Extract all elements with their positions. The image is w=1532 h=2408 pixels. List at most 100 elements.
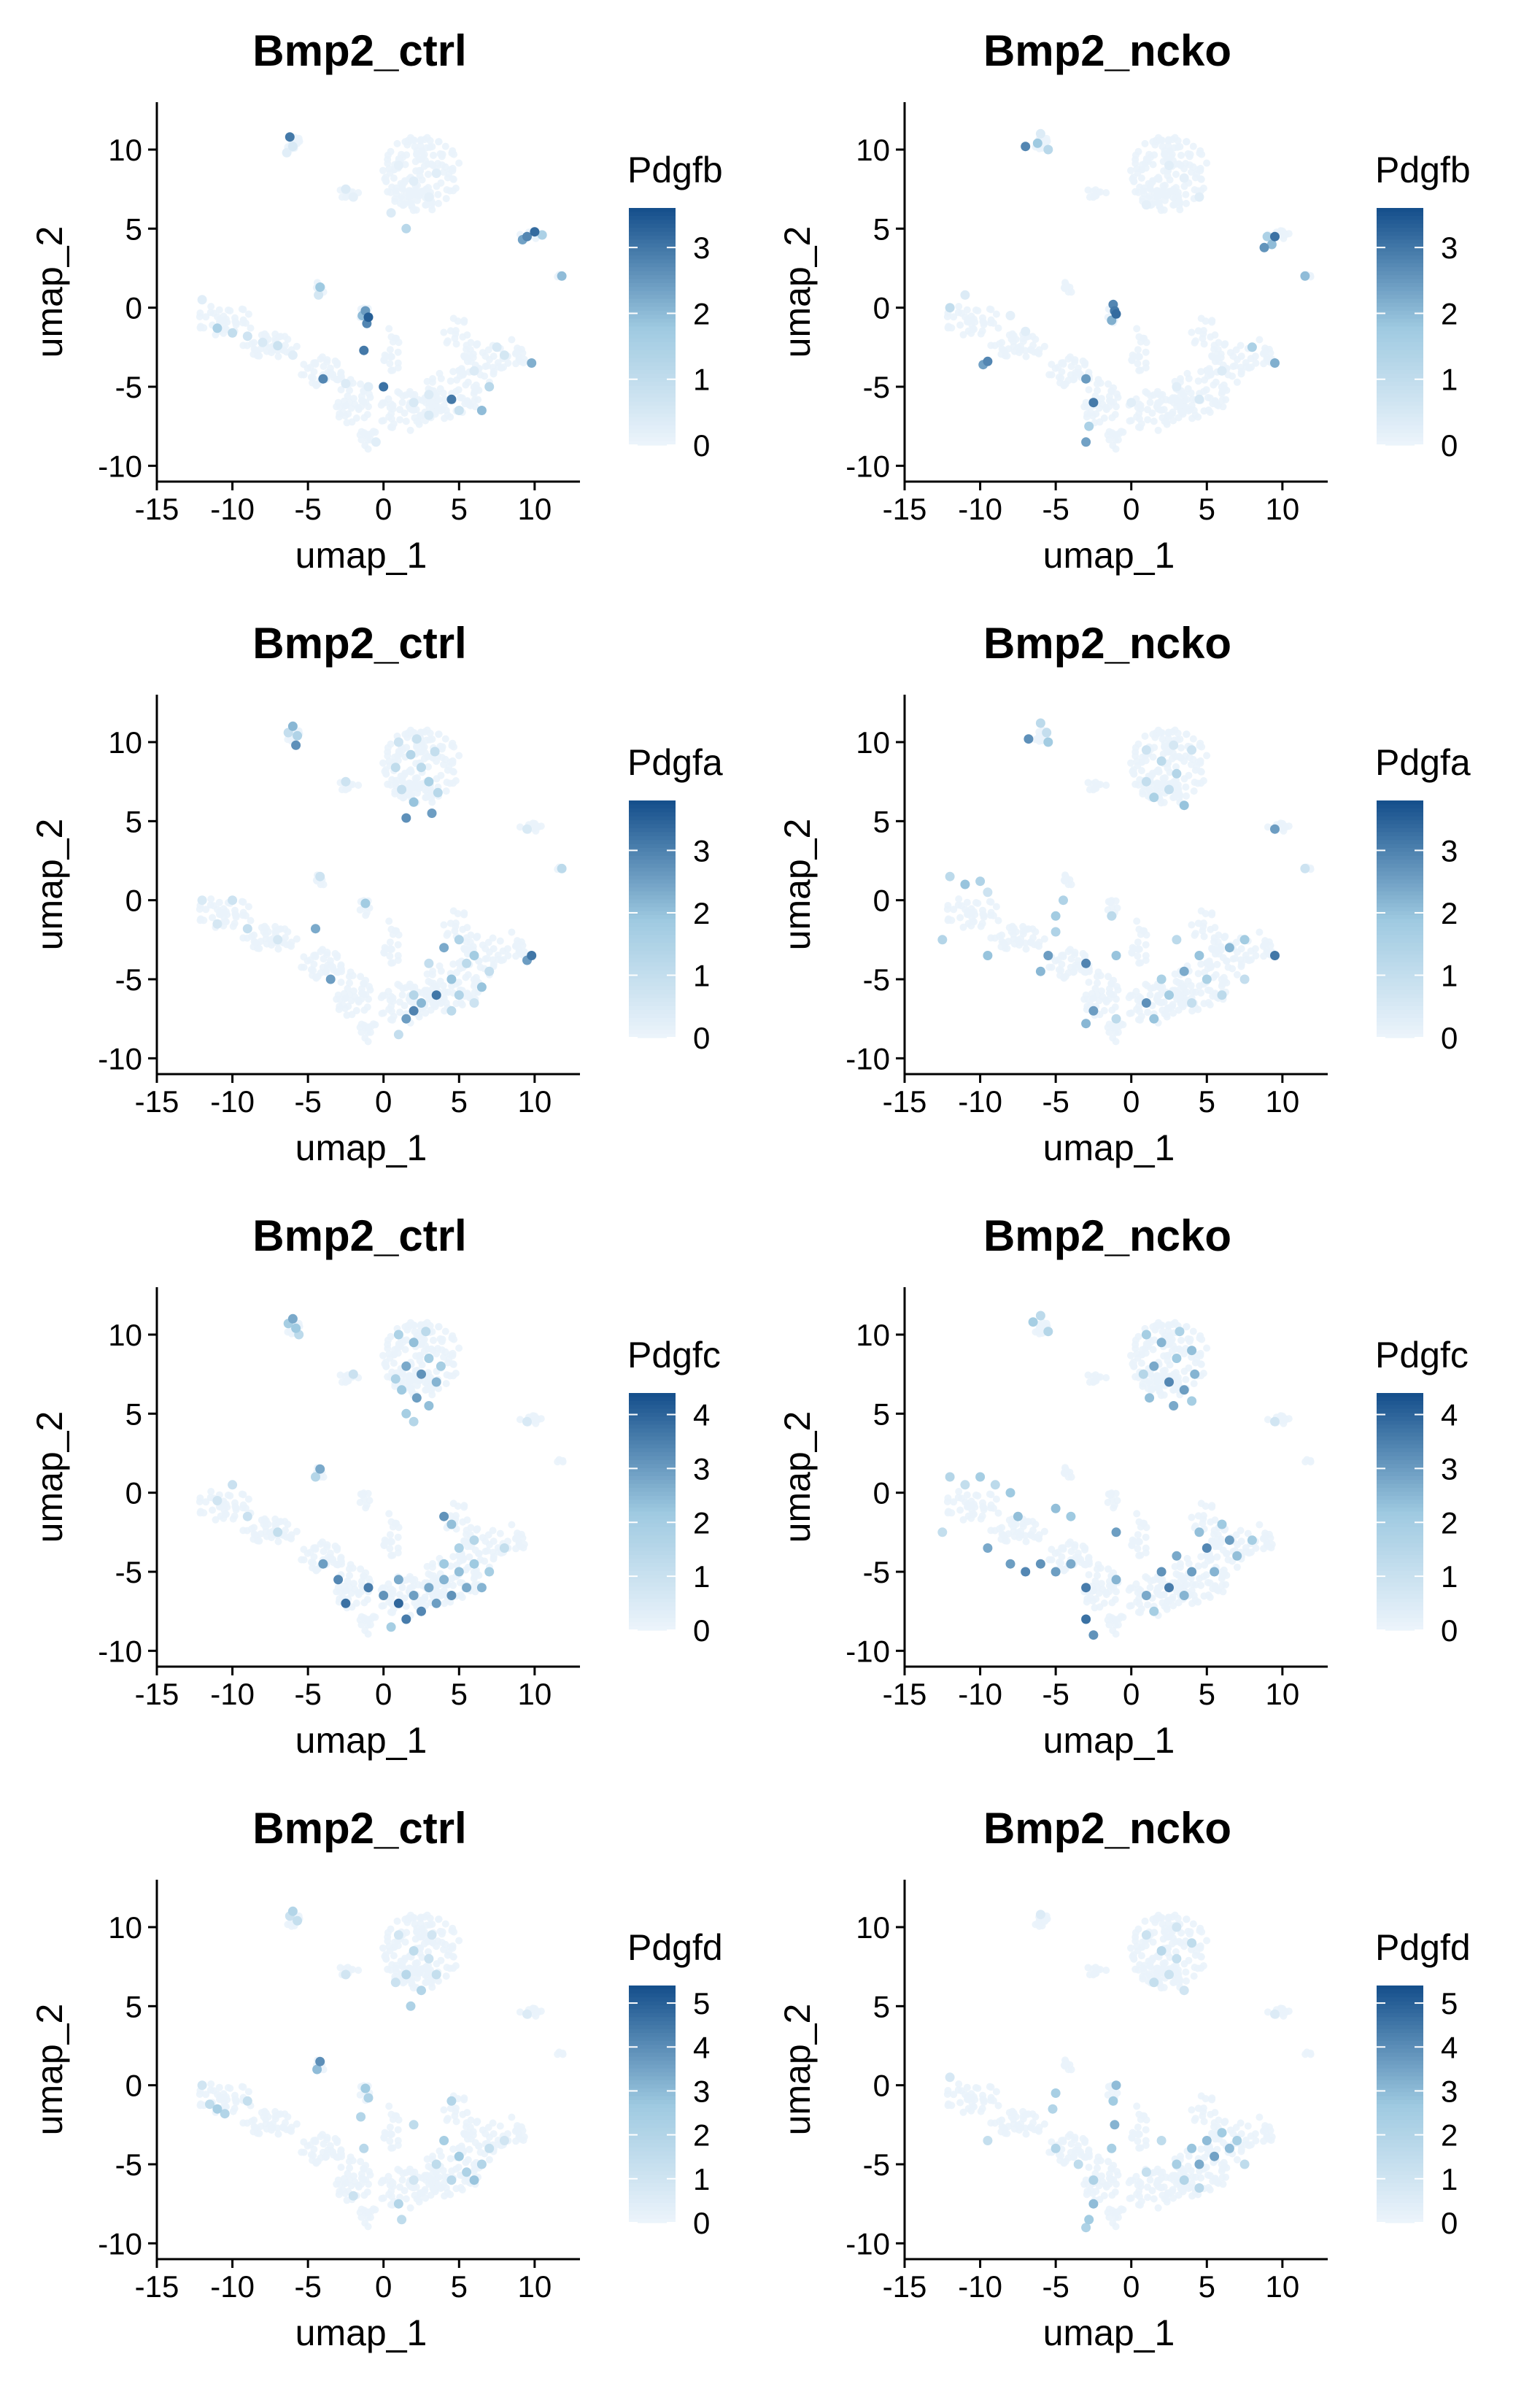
cell-point bbox=[1134, 1531, 1142, 1539]
colorbar-segment bbox=[629, 1547, 676, 1552]
cell-point bbox=[347, 2182, 355, 2190]
cell-point bbox=[433, 1350, 441, 1358]
colorbar-segment bbox=[629, 1606, 676, 1611]
data-point bbox=[1175, 1327, 1185, 1337]
colorbar-segment bbox=[1377, 425, 1423, 430]
data-point bbox=[409, 1416, 419, 1427]
cell-point bbox=[1084, 995, 1092, 1003]
cell-point bbox=[411, 142, 419, 150]
data-point bbox=[439, 1511, 449, 1521]
cell-point bbox=[1196, 1332, 1204, 1340]
cell-point bbox=[401, 1002, 409, 1010]
cell-point bbox=[429, 1560, 436, 1567]
colorbar-segment bbox=[1377, 370, 1423, 375]
cell-point bbox=[1032, 736, 1040, 744]
colorbar-segment bbox=[629, 1432, 676, 1438]
cell-point bbox=[1231, 954, 1239, 962]
cell-point bbox=[1150, 417, 1158, 425]
cell-point bbox=[379, 759, 387, 767]
colorbar-segment bbox=[629, 358, 676, 363]
cell-point bbox=[354, 404, 362, 412]
data-point bbox=[318, 374, 328, 384]
cell-point bbox=[1194, 970, 1202, 978]
cell-point bbox=[1197, 1500, 1205, 1508]
cell-point bbox=[442, 1972, 450, 1980]
cell-point bbox=[307, 2150, 315, 2158]
cell-point bbox=[1196, 164, 1204, 172]
cell-point bbox=[387, 1332, 395, 1340]
data-point bbox=[1232, 1551, 1242, 1561]
colorbar-segment bbox=[1377, 429, 1423, 434]
cell-point bbox=[1060, 284, 1068, 292]
cell-point bbox=[336, 1964, 344, 1972]
cell-point bbox=[1133, 325, 1141, 333]
cell-point bbox=[1071, 949, 1079, 957]
data-point bbox=[557, 271, 567, 281]
cell-point bbox=[1200, 933, 1208, 941]
colorbar-segment bbox=[629, 1440, 676, 1446]
cell-point bbox=[1196, 982, 1204, 990]
colorbar-segment bbox=[629, 350, 676, 355]
cell-point bbox=[1129, 1360, 1137, 1368]
colorbar-segment bbox=[629, 1495, 676, 1500]
colorbar-segment bbox=[629, 338, 676, 343]
cell-point bbox=[446, 779, 454, 787]
colorbar-segment bbox=[1377, 437, 1423, 442]
colorbar-segment bbox=[1377, 1622, 1423, 1627]
data-point bbox=[469, 366, 479, 376]
data-point bbox=[446, 1519, 457, 1529]
colorbar-segment bbox=[1377, 1583, 1423, 1588]
cell-point bbox=[520, 355, 528, 363]
cell-point bbox=[963, 898, 971, 906]
cell-point bbox=[394, 952, 402, 960]
cell-point bbox=[999, 939, 1007, 946]
cell-point bbox=[425, 763, 432, 771]
cell-point bbox=[1266, 941, 1274, 949]
y-tick-label: 0 bbox=[125, 291, 142, 325]
data-point bbox=[401, 223, 411, 234]
cell-point bbox=[1078, 966, 1085, 974]
legend-tick-label: 3 bbox=[693, 833, 710, 868]
colorbar-segment bbox=[629, 263, 676, 268]
cell-point bbox=[1141, 139, 1149, 147]
colorbar-segment bbox=[629, 1586, 676, 1591]
cell-point bbox=[360, 414, 368, 422]
colorbar-segment bbox=[1377, 1014, 1423, 1019]
cell-point bbox=[449, 164, 457, 172]
cell-point bbox=[1206, 1552, 1214, 1560]
cell-point bbox=[202, 1498, 210, 1506]
cell-point bbox=[298, 2148, 306, 2156]
colorbar-segment bbox=[629, 425, 676, 430]
cell-point bbox=[1173, 995, 1181, 1003]
cell-point bbox=[1180, 165, 1188, 173]
cell-point bbox=[385, 917, 393, 925]
cell-point bbox=[385, 757, 393, 765]
cell-point bbox=[239, 1501, 247, 1509]
data-point bbox=[484, 966, 495, 976]
colorbar-segment bbox=[1377, 433, 1423, 438]
cell-point bbox=[202, 906, 210, 914]
cell-point bbox=[317, 2154, 325, 2162]
cell-point bbox=[1104, 973, 1113, 981]
data-point bbox=[446, 1591, 457, 1600]
colorbar-segment bbox=[1377, 1610, 1423, 1615]
cell-point bbox=[425, 978, 433, 985]
cell-point bbox=[1126, 1009, 1134, 1017]
colorbar-segment bbox=[1377, 405, 1423, 410]
cell-point bbox=[464, 970, 472, 979]
cell-point bbox=[471, 1546, 479, 1554]
expression-points bbox=[197, 721, 567, 1040]
cell-point bbox=[452, 327, 460, 335]
cell-point bbox=[1264, 1416, 1272, 1424]
colorbar-segment bbox=[629, 1626, 676, 1631]
colorbar-segment bbox=[629, 1618, 676, 1623]
colorbar-segment bbox=[629, 832, 676, 837]
colorbar-segment bbox=[629, 220, 676, 225]
legend-tick-label: 0 bbox=[693, 428, 710, 463]
cell-point bbox=[444, 337, 452, 345]
colorbar-segment bbox=[629, 1570, 676, 1575]
colorbar-segment bbox=[1377, 354, 1423, 359]
cell-point bbox=[1166, 1361, 1174, 1369]
colorbar-segment bbox=[629, 1408, 676, 1413]
